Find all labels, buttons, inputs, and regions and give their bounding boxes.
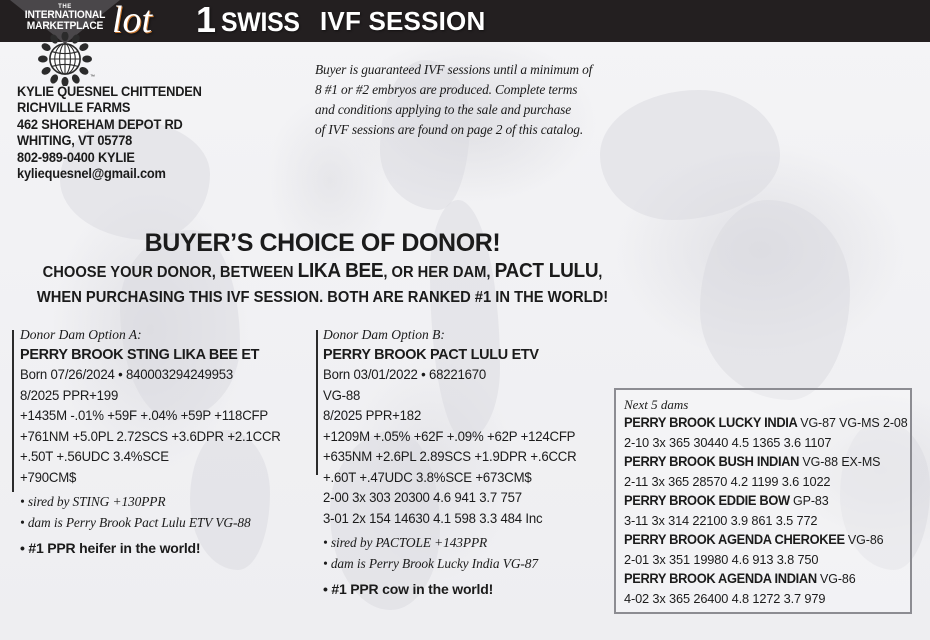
headline-sub-1: CHOOSE YOUR DONOR, BETWEEN LIKA BEE, OR … [16, 258, 629, 286]
dam-name-text: PERRY BROOK AGENDA INDIAN [624, 571, 817, 586]
lot-number-label: 1 [196, 0, 216, 40]
dam-record: 3-11 3x 314 22100 3.9 861 3.5 772 [624, 512, 818, 528]
option-b-highlight: • #1 PPR cow in the world! [323, 581, 494, 597]
option-b-data-line: VG-88 [323, 387, 361, 403]
dam-score: VG-87 VG-MS 2-08 [800, 415, 908, 430]
consignor-city: WHITING, VT 05778 [17, 133, 133, 149]
dam-record: 4-02 3x 365 26400 4.8 1272 3.7 979 [624, 590, 826, 606]
option-b-data-line: +.60T +.47UDC 3.8%SCE +673CM$ [323, 469, 532, 485]
column-a-rule [12, 330, 14, 492]
option-a-data-line: +761NM +5.0PL 2.72SCS +3.6DPR +2.1CCR [20, 428, 281, 444]
donor-option-b-block: Donor Dam Option B: PERRY BROOK PACT LUL… [323, 325, 613, 600]
guarantee-line: of IVF sessions are found on page 2 of t… [315, 122, 584, 137]
globe-icon [38, 32, 92, 86]
logo-line1-text: INTERNATIONAL [24, 9, 106, 22]
guarantee-line: Buyer is guaranteed IVF sessions until a… [315, 62, 593, 77]
next-dams-title: Next 5 dams [624, 397, 689, 412]
headline-sub-2: WHEN PURCHASING THIS IVF SESSION. BOTH A… [36, 289, 609, 306]
trademark-symbol: ™ [90, 74, 95, 80]
option-a-bullet: • dam is Perry Brook Pact Lulu ETV VG-88 [20, 514, 251, 530]
option-a-data-line: +.50T +.56UDC 3.4%SCE [20, 449, 169, 464]
option-b-bullet: • sired by PACTOLE +143PPR [323, 535, 488, 550]
header-banner [0, 0, 930, 42]
dam-score: VG-86 [847, 532, 884, 547]
marketplace-logo: THE INTERNATIONAL MARKETPLACE [10, 0, 120, 86]
headline-main: BUYER’S CHOICE OF DONOR! [144, 229, 501, 257]
session-title: IVF SESSION [320, 6, 486, 36]
dam-score: VG-88 EX-MS [802, 454, 881, 469]
guarantee-block: Buyer is guaranteed IVF sessions until a… [315, 60, 625, 140]
consignor-phone: 802-989-0400 KYLIE [17, 149, 135, 165]
dam-name: PERRY BROOK AGENDA CHEROKEE VG-86 [624, 530, 891, 550]
option-b-label: Donor Dam Option B: [323, 327, 445, 342]
consignor-name: KYLIE QUESNEL CHITTENDEN [17, 84, 202, 99]
consignor-street: 462 SHOREHAM DEPOT RD [17, 116, 183, 132]
dam-score: GP-83 [793, 493, 829, 508]
option-a-donor-name: PERRY BROOK STING LIKA BEE ET [20, 346, 260, 363]
option-b-lactation-record: 2-00 3x 303 20300 4.6 941 3.7 757 [323, 490, 522, 505]
option-a-highlight: • #1 PPR heifer in the world! [20, 540, 201, 556]
breed-label: SWISS [221, 7, 300, 37]
headline-sub1-part-b: , OR HER DAM, [383, 264, 495, 281]
option-b-data-line: 8/2025 PPR+182 [323, 408, 422, 423]
dam-record: 2-11 3x 365 28570 4.2 1199 3.6 1022 [624, 473, 831, 489]
consignor-email: kyliequesnel@gmail.com [17, 166, 166, 182]
option-b-bullet: • dam is Perry Brook Lucky India VG-87 [323, 555, 538, 571]
dam-record: 2-10 3x 365 30440 4.5 1365 3.6 1107 [624, 434, 832, 450]
dam-name: PERRY BROOK EDDIE BOW GP-83 [624, 491, 891, 511]
consignor-farm: RICHVILLE FARMS [17, 100, 131, 116]
dam-name-text: PERRY BROOK LUCKY INDIA [624, 415, 797, 430]
option-a-data-line: 8/2025 PPR+199 [20, 387, 119, 403]
option-b-data-line: +1209M +.05% +62F +.09% +62P +124CFP [323, 428, 576, 444]
donor-option-a-block: Donor Dam Option A: PERRY BROOK STING LI… [20, 325, 310, 559]
map-watermark [600, 90, 780, 220]
logo-line2-text: MARKETPLACE [26, 20, 104, 33]
dam-record: 2-01 3x 351 19980 4.6 913 3.8 750 [624, 551, 819, 567]
logo-the-text: THE [58, 4, 72, 10]
option-a-label: Donor Dam Option A: [20, 327, 142, 342]
headline-sub1-part-c: , [598, 264, 603, 281]
option-b-data-line: Born 03/01/2022 • 68221670 [323, 367, 487, 382]
headline-block: BUYER’S CHOICE OF DONOR! CHOOSE YOUR DON… [0, 228, 645, 310]
consignor-block: KYLIE QUESNEL CHITTENDEN RICHVILLE FARMS… [17, 84, 317, 182]
dam-name-text: PERRY BROOK BUSH INDIAN [624, 454, 800, 469]
option-b-data-line: +635NM +2.6PL 2.89SCS +1.9DPR +.6CCR [323, 449, 577, 464]
headline-donor-b-name: PACT LULU [494, 260, 599, 282]
option-a-data-line: Born 07/26/2024 • 840003294249953 [20, 367, 234, 382]
dam-name: PERRY BROOK BUSH INDIAN VG-88 EX-MS [624, 452, 891, 472]
guarantee-line: and conditions applying to the sale and … [315, 102, 571, 117]
option-b-lactation-record: 3-01 2x 154 14630 4.1 598 3.3 484 Inc [323, 510, 543, 526]
dam-name-text: PERRY BROOK AGENDA CHEROKEE [624, 532, 845, 547]
headline-donor-a-name: LIKA BEE [297, 260, 384, 282]
option-a-data-line: +790CM$ [20, 469, 77, 485]
option-a-data-line: +1435M -.01% +59F +.04% +59P +118CFP [20, 408, 269, 423]
guarantee-line: 8 #1 or #2 embryos are produced. Complet… [315, 82, 578, 97]
dam-score: VG-86 [820, 571, 856, 586]
option-a-bullet: • sired by STING +130PPR [20, 494, 166, 509]
dam-name-text: PERRY BROOK EDDIE BOW [624, 493, 790, 508]
logo-wordmark: THE INTERNATIONAL MARKETPLACE [10, 4, 120, 33]
dam-name: PERRY BROOK AGENDA INDIAN VG-86 [624, 569, 891, 589]
lot-word-label: lot [112, 0, 153, 41]
map-watermark [700, 200, 850, 400]
option-b-donor-name: PERRY BROOK PACT LULU ETV [323, 346, 539, 363]
next-dams-panel: Next 5 dams PERRY BROOK LUCKY INDIA VG-8… [614, 388, 912, 614]
column-b-rule [316, 330, 318, 475]
dam-name: PERRY BROOK LUCKY INDIA VG-87 VG-MS 2-08 [624, 413, 908, 433]
headline-sub1-part-a: CHOOSE YOUR DONOR, BETWEEN [42, 264, 298, 281]
